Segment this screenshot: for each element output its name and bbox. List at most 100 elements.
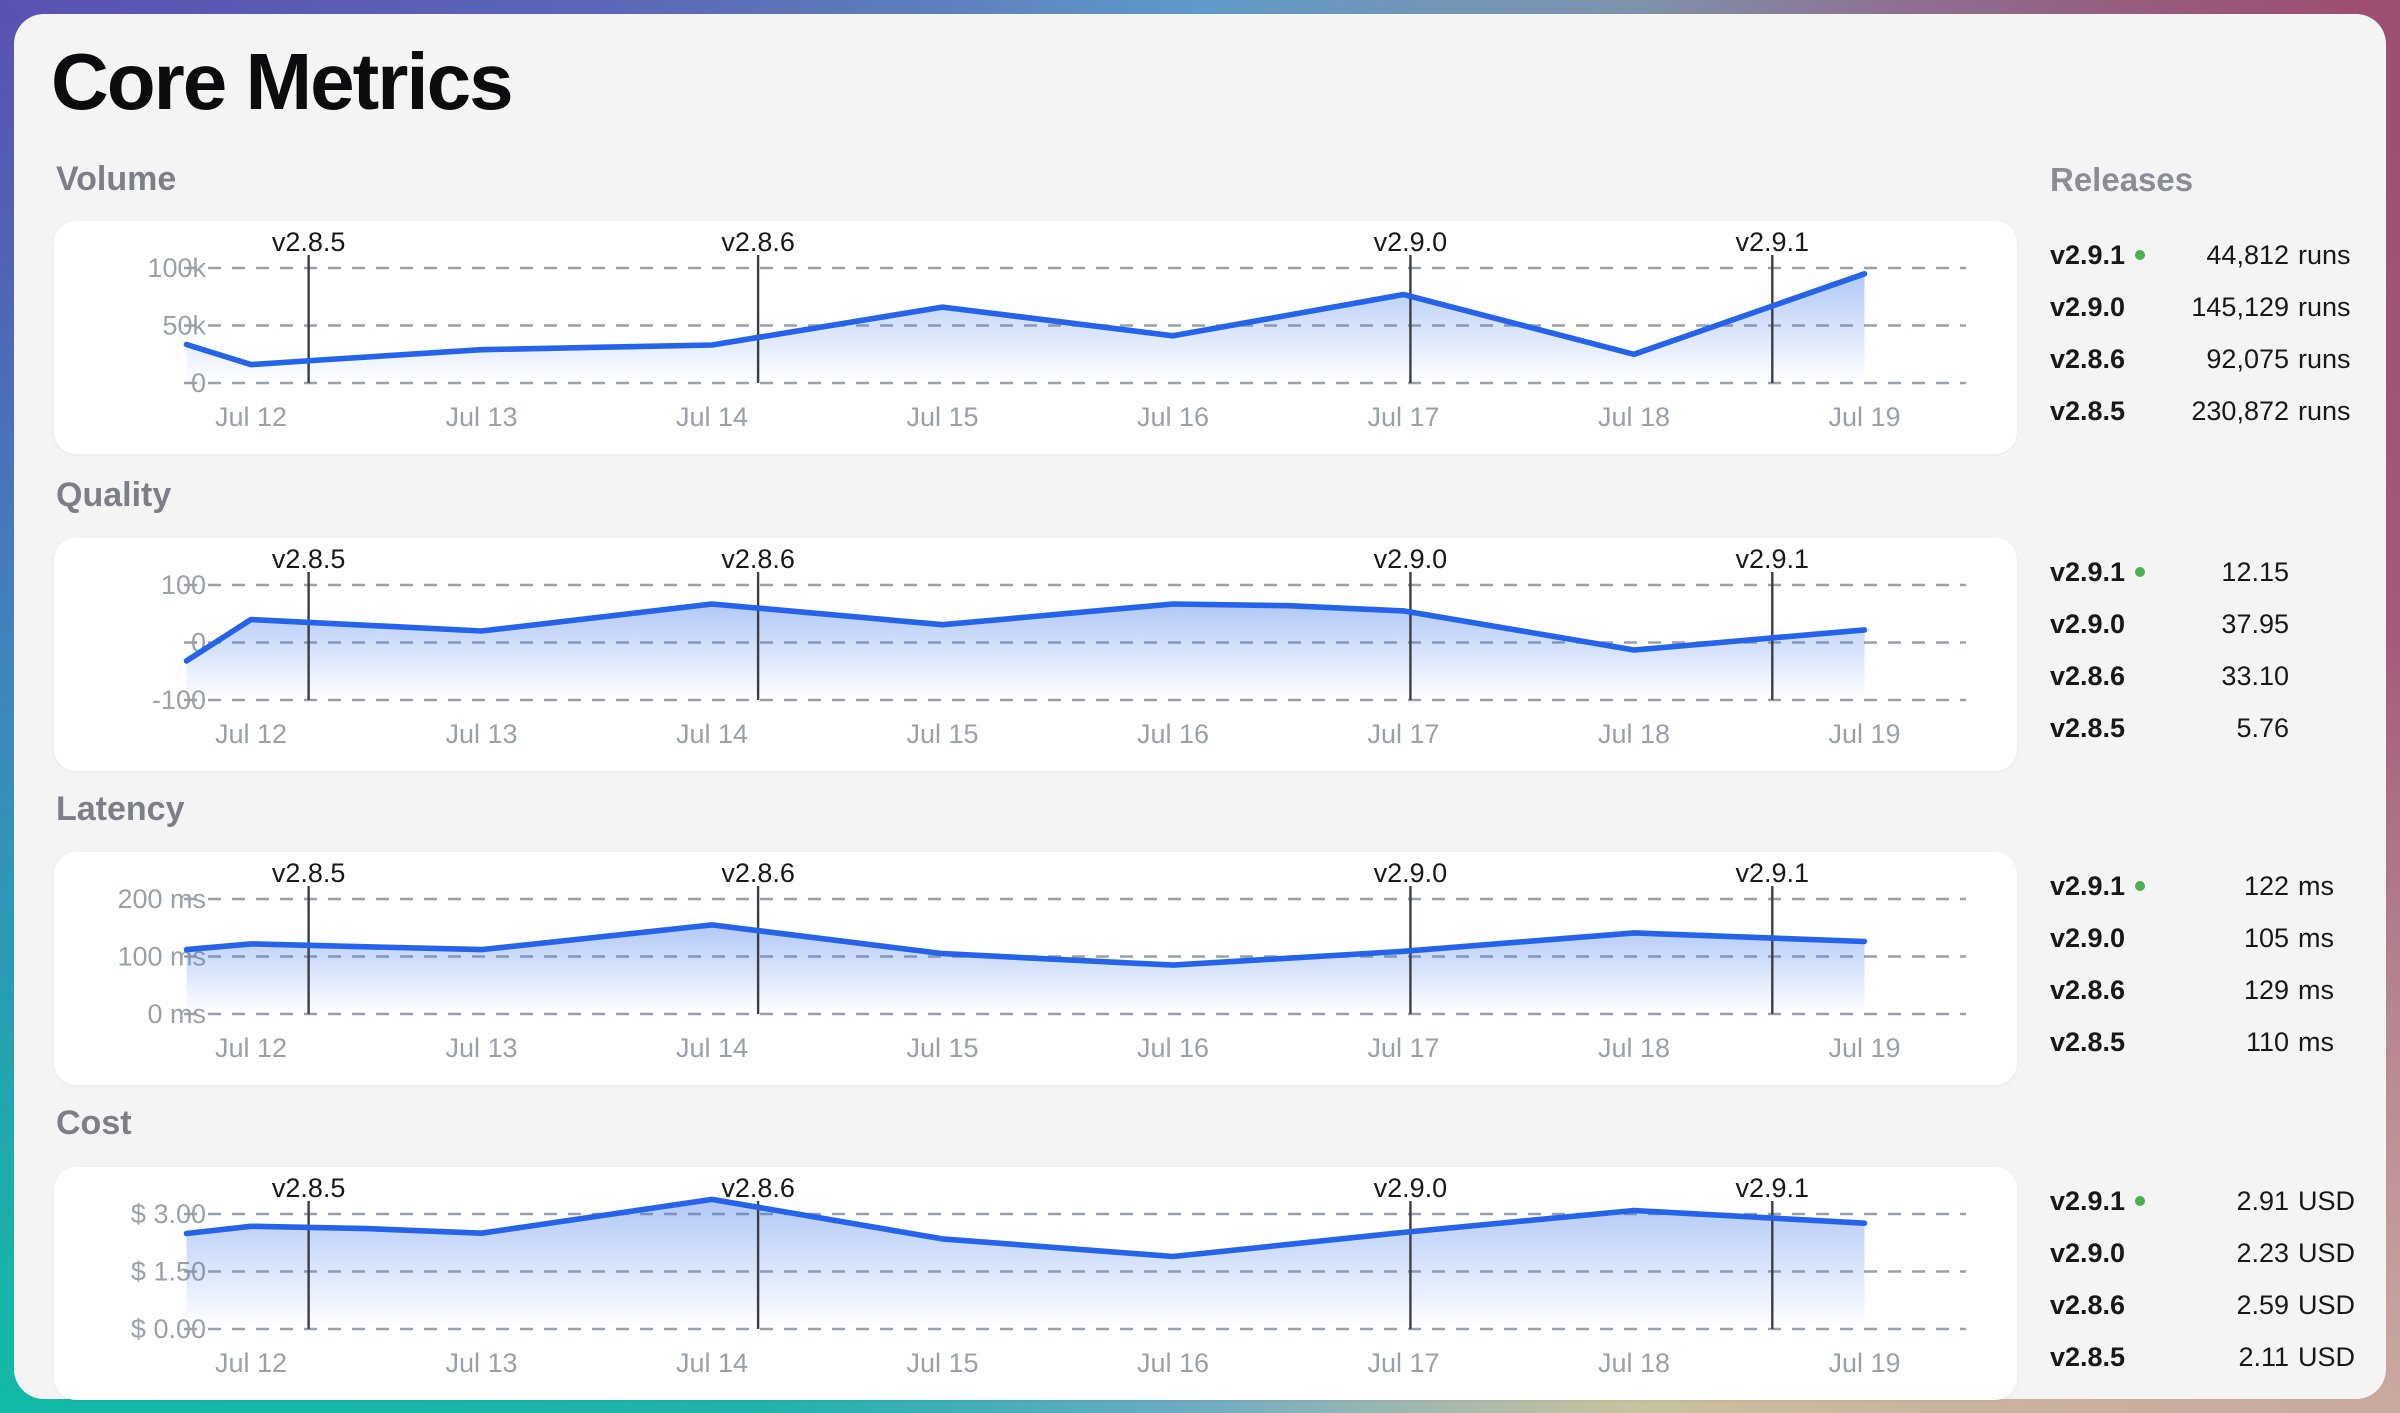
release-value: 12.15 xyxy=(2221,556,2289,587)
x-tick-label: Jul 14 xyxy=(676,1033,748,1063)
latency-release-list: v2.9.1 122 ms v2.9.0 105 ms v2.8.6 129 ms v2.8.5 1… xyxy=(2050,860,2390,1068)
y-tick-label: 100 xyxy=(161,570,206,600)
release-row[interactable]: v2.9.1 12.15 xyxy=(2050,546,2390,598)
release-value-unit: ms xyxy=(2298,870,2334,901)
release-version: v2.9.1 xyxy=(2050,556,2126,587)
release-row[interactable]: v2.8.6 92,075 runs xyxy=(2050,333,2390,385)
release-value-unit: ms xyxy=(2298,974,2334,1005)
release-marker-label: v2.9.0 xyxy=(1374,1173,1448,1203)
release-value-unit: USD xyxy=(2298,1289,2356,1320)
release-value: 110 xyxy=(2245,1026,2289,1057)
release-row[interactable]: v2.9.0 145,129 runs xyxy=(2050,281,2390,333)
release-row[interactable]: v2.8.5 110 ms xyxy=(2050,1016,2390,1068)
x-tick-label: Jul 17 xyxy=(1367,1348,1439,1378)
release-version: v2.8.6 xyxy=(2050,974,2126,1005)
x-tick-label: Jul 16 xyxy=(1137,719,1209,749)
release-version: v2.9.1 xyxy=(2050,239,2126,270)
x-tick-label: Jul 19 xyxy=(1828,719,1900,749)
release-value-unit: USD xyxy=(2298,1237,2356,1268)
release-row[interactable]: v2.8.5 5.76 xyxy=(2050,702,2390,754)
release-value: 145,129 xyxy=(2191,291,2289,322)
quality-release-list: v2.9.1 12.15 v2.9.0 37.95 v2.8.6 33.10 v2.8.5 5… xyxy=(2050,546,2390,754)
latency-chart-card: 200 ms 100 ms 0 ms v2.8.5 v2.8.6 v2.9.0 v2.9.1… xyxy=(54,852,2017,1085)
release-value-unit: runs xyxy=(2298,239,2351,270)
release-marker-label: v2.8.6 xyxy=(721,1173,795,1203)
release-row[interactable]: v2.9.1 44,812 runs xyxy=(2050,229,2390,281)
release-row[interactable]: v2.8.5 230,872 runs xyxy=(2050,385,2390,437)
release-value: 2.23 xyxy=(2236,1237,2289,1268)
section-label-quality: Quality xyxy=(56,476,172,514)
x-tick-label: Jul 18 xyxy=(1598,1033,1670,1063)
x-tick-label: Jul 17 xyxy=(1367,1033,1439,1063)
x-tick-label: Jul 17 xyxy=(1367,719,1439,749)
dashboard-panel: Core Metrics Releases Volume 100k50k0v2.… xyxy=(14,14,2386,1400)
series-area xyxy=(186,924,1865,1014)
x-tick-label: Jul 15 xyxy=(906,719,978,749)
release-marker-label: v2.8.5 xyxy=(272,1173,346,1203)
x-tick-label: Jul 18 xyxy=(1598,402,1670,432)
quality-chart-card: 100 0 -100 v2.8.5 v2.8.6 v2.9.0 v2.9.1 Jul 12 Ju… xyxy=(54,538,2017,771)
release-version: v2.8.5 xyxy=(2050,395,2126,426)
release-row[interactable]: v2.8.5 2.11 USD xyxy=(2050,1331,2390,1383)
cost-chart-card: $ 3.00 $ 1.50 $ 0.00 v2.8.5 v2.8.6 v2.9.0 v2.9… xyxy=(54,1167,2017,1400)
release-value: 33.10 xyxy=(2221,660,2289,691)
release-marker-label: v2.8.5 xyxy=(272,227,346,257)
release-row[interactable]: v2.9.0 105 ms xyxy=(2050,912,2390,964)
release-marker-label: v2.9.1 xyxy=(1736,858,1810,888)
x-tick-label: Jul 19 xyxy=(1828,1033,1900,1063)
release-version: v2.8.5 xyxy=(2050,1026,2126,1057)
cost-release-list: v2.9.1 2.91 USD v2.9.0 2.23 USD v2.8.6 2.59 USD v… xyxy=(2050,1175,2390,1383)
release-row[interactable]: v2.9.1 2.91 USD xyxy=(2050,1175,2390,1227)
release-marker-label: v2.8.5 xyxy=(272,544,346,574)
release-value-unit: ms xyxy=(2298,1026,2334,1057)
x-tick-label: Jul 19 xyxy=(1828,1348,1900,1378)
release-marker-label: v2.9.1 xyxy=(1736,544,1810,574)
x-tick-label: Jul 13 xyxy=(445,719,517,749)
release-row[interactable]: v2.8.6 129 ms xyxy=(2050,964,2390,1016)
x-tick-label: Jul 18 xyxy=(1598,719,1670,749)
release-row[interactable]: v2.8.6 2.59 USD xyxy=(2050,1279,2390,1331)
release-version: v2.8.5 xyxy=(2050,712,2126,743)
current-release-dot xyxy=(2135,250,2146,260)
release-value: 5.76 xyxy=(2236,712,2289,743)
x-tick-label: Jul 12 xyxy=(215,402,287,432)
release-value-unit: runs xyxy=(2298,343,2351,374)
series-line xyxy=(183,1196,1868,1260)
x-tick-label: Jul 15 xyxy=(906,1033,978,1063)
release-marker-label: v2.9.0 xyxy=(1374,858,1448,888)
release-version: v2.8.5 xyxy=(2050,1341,2126,1372)
release-value: 122 xyxy=(2243,870,2289,901)
series-area xyxy=(186,1199,1865,1329)
x-tick-label: Jul 18 xyxy=(1598,1348,1670,1378)
x-tick-label: Jul 16 xyxy=(1137,1348,1209,1378)
release-marker-label: v2.8.6 xyxy=(721,858,795,888)
x-tick-label: Jul 12 xyxy=(215,719,287,749)
release-value-unit: USD xyxy=(2298,1185,2356,1216)
release-marker-label: v2.9.0 xyxy=(1374,544,1448,574)
x-tick-label: Jul 13 xyxy=(445,402,517,432)
section-label-cost: Cost xyxy=(56,1104,132,1142)
release-marker-label: v2.9.1 xyxy=(1736,227,1810,257)
x-tick-label: Jul 12 xyxy=(215,1033,287,1063)
x-tick-label: Jul 13 xyxy=(445,1033,517,1063)
volume-release-list: v2.9.1 44,812 runs v2.9.0 145,129 runs v2.8.6 9… xyxy=(2050,229,2390,437)
x-tick-label: Jul 14 xyxy=(676,719,748,749)
release-value-unit: runs xyxy=(2298,291,2351,322)
current-release-dot xyxy=(2135,881,2146,891)
release-row[interactable]: v2.9.1 122 ms xyxy=(2050,860,2390,912)
release-row[interactable]: v2.9.0 2.23 USD xyxy=(2050,1227,2390,1279)
release-row[interactable]: v2.8.6 33.10 xyxy=(2050,650,2390,702)
current-release-dot xyxy=(2135,567,2146,577)
release-value: 129 xyxy=(2243,974,2289,1005)
release-row[interactable]: v2.9.0 37.95 xyxy=(2050,598,2390,650)
series-area xyxy=(186,273,1865,383)
x-tick-label: Jul 16 xyxy=(1137,402,1209,432)
release-marker-label: v2.9.1 xyxy=(1736,1173,1810,1203)
x-tick-label: Jul 15 xyxy=(906,402,978,432)
